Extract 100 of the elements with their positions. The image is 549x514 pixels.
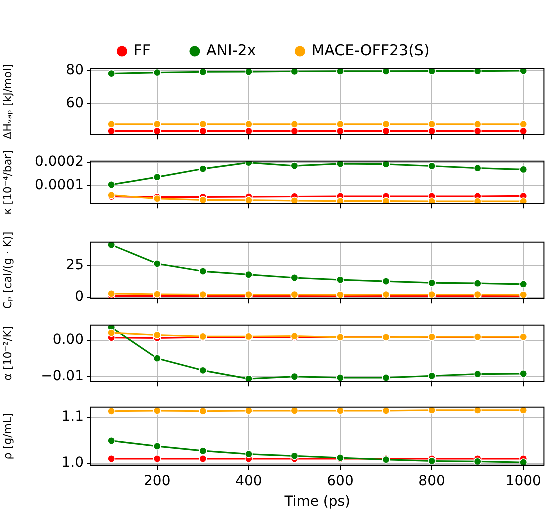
- point: [290, 162, 299, 170]
- y-tick-label: 0.00: [52, 332, 84, 348]
- point: [153, 354, 162, 363]
- point: [336, 127, 344, 135]
- point: [199, 268, 208, 276]
- point: [199, 127, 208, 135]
- point: [199, 447, 208, 456]
- point: [474, 120, 482, 128]
- point: [290, 69, 299, 76]
- y-tick-label: −0.01: [41, 368, 84, 384]
- point: [336, 276, 344, 284]
- y-tick-label: 60: [66, 95, 84, 112]
- y-axis-title: κ [10⁻⁴/bar]: [1, 150, 14, 215]
- point: [520, 280, 528, 288]
- point: [520, 198, 528, 204]
- point: [474, 127, 482, 135]
- x-axis-title: Time (ps): [284, 494, 351, 510]
- point: [199, 196, 208, 204]
- point: [336, 120, 344, 128]
- point: [108, 454, 116, 463]
- point: [474, 164, 482, 172]
- legend-label: MACE-OFF23(S): [312, 41, 430, 60]
- point: [153, 454, 162, 463]
- x-tick-label: 400: [236, 473, 262, 490]
- point: [290, 127, 299, 135]
- y-tick-label: 1.1: [62, 409, 84, 426]
- point: [153, 173, 162, 182]
- point: [382, 278, 390, 286]
- point: [108, 407, 116, 416]
- point: [382, 69, 390, 76]
- point: [153, 442, 162, 450]
- point: [382, 197, 390, 204]
- point: [520, 407, 528, 414]
- point: [474, 69, 482, 76]
- point: [244, 196, 253, 204]
- point: [290, 452, 299, 460]
- point: [108, 329, 116, 338]
- point: [520, 69, 528, 75]
- point: [428, 198, 436, 204]
- point: [108, 180, 116, 189]
- point: [382, 127, 390, 135]
- point: [199, 120, 208, 128]
- point: [290, 274, 299, 282]
- x-tick-label: 600: [327, 473, 354, 490]
- point: [153, 407, 162, 415]
- point: [520, 370, 528, 378]
- point: [244, 120, 253, 128]
- y-tick-label: 1.0: [62, 455, 84, 472]
- point: [428, 372, 436, 380]
- y-axis-title: α [10⁻²/K]: [1, 326, 14, 381]
- point: [244, 69, 253, 76]
- y-axis-title: ρ [g/mL]: [1, 413, 14, 460]
- x-tick-label: 800: [418, 473, 446, 490]
- y-tick-label: 25: [66, 257, 84, 274]
- point: [153, 127, 162, 135]
- point: [474, 370, 482, 378]
- point: [108, 290, 116, 298]
- point: [244, 407, 253, 415]
- point: [199, 407, 208, 416]
- point: [244, 270, 253, 279]
- point: [382, 161, 390, 168]
- point: [153, 331, 162, 340]
- y-axis-title: ΔHᵥₐₚ [kJ/mol]: [1, 64, 14, 140]
- point: [244, 450, 253, 458]
- point: [428, 279, 436, 288]
- point: [108, 120, 116, 128]
- point: [108, 242, 116, 250]
- legend-label: ANI-2x: [206, 41, 256, 60]
- point: [108, 70, 116, 78]
- point: [244, 375, 253, 382]
- point: [382, 374, 390, 382]
- y-tick-label: 80: [66, 62, 84, 78]
- point: [336, 69, 344, 76]
- y-axis-title: Cₚ [cal/(g · K)]: [1, 232, 14, 310]
- legend-label: FF: [134, 41, 151, 60]
- point: [336, 197, 344, 204]
- point: [382, 407, 390, 415]
- point: [290, 120, 299, 128]
- point: [474, 198, 482, 204]
- point: [428, 407, 436, 414]
- point: [336, 407, 344, 415]
- point: [382, 120, 390, 128]
- point: [474, 407, 482, 414]
- x-tick-label: 1000: [506, 473, 542, 490]
- point: [199, 69, 208, 76]
- point: [520, 120, 528, 128]
- y-tick-label: 0.0002: [35, 154, 84, 170]
- point: [290, 372, 299, 381]
- point: [108, 436, 116, 445]
- point: [428, 69, 436, 76]
- point: [428, 162, 436, 170]
- y-tick-label: 0.0001: [35, 177, 84, 194]
- point: [474, 458, 482, 466]
- point: [199, 366, 208, 375]
- point: [199, 165, 208, 174]
- point: [428, 120, 436, 128]
- y-tick-label: 0: [75, 289, 84, 306]
- point: [520, 127, 528, 135]
- point: [108, 127, 116, 135]
- point: [153, 260, 162, 268]
